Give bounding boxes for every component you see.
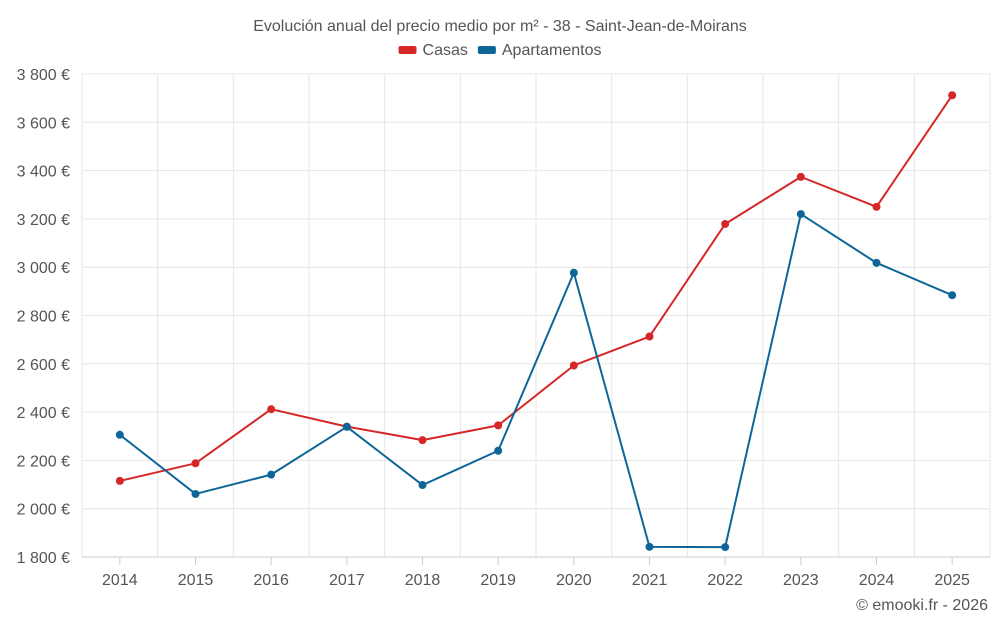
x-tick-label: 2025 — [934, 572, 970, 589]
legend-swatch — [398, 46, 417, 54]
y-tick-label: 2 600 € — [17, 357, 70, 374]
x-tick-label: 2019 — [480, 572, 516, 589]
series-line-apartamentos — [119, 213, 953, 549]
x-tick-label: 2015 — [178, 572, 214, 589]
data-point-apartamentos[interactable] — [645, 542, 654, 551]
data-point-casas[interactable] — [267, 405, 276, 414]
legend-item-casas[interactable]: Casas — [398, 42, 468, 59]
data-point-apartamentos[interactable] — [342, 422, 351, 431]
series-line-casas — [119, 94, 953, 482]
y-tick-label: 1 800 € — [17, 550, 70, 567]
legend: Casas Apartamentos — [398, 42, 602, 59]
x-tick-label: 2021 — [632, 572, 668, 589]
y-tick-label: 2 800 € — [17, 309, 70, 326]
data-point-casas[interactable] — [569, 361, 578, 370]
data-point-apartamentos[interactable] — [115, 430, 124, 439]
axes: 1 800 € 2 000 € 2 200 € 2 400 € 2 600 € 2 800… — [17, 67, 990, 589]
data-point-casas[interactable] — [418, 436, 427, 445]
data-point-casas[interactable] — [796, 172, 805, 181]
data-point-apartamentos[interactable] — [796, 210, 805, 219]
data-point-apartamentos[interactable] — [872, 258, 881, 267]
data-point-apartamentos[interactable] — [191, 489, 200, 498]
x-tick-label: 2022 — [707, 572, 743, 589]
legend-swatch — [477, 46, 496, 54]
x-tick-label: 2020 — [556, 572, 592, 589]
data-point-casas[interactable] — [948, 91, 957, 100]
data-point-casas[interactable] — [721, 219, 730, 228]
data-point-casas[interactable] — [872, 202, 881, 211]
y-tick-label: 3 400 € — [17, 164, 70, 181]
series-layer — [115, 91, 957, 552]
data-point-apartamentos[interactable] — [569, 268, 578, 277]
credit-text: © emooki.fr - 2026 — [856, 597, 988, 614]
x-tick-label: 2016 — [253, 572, 289, 589]
data-point-apartamentos[interactable] — [721, 543, 730, 552]
legend-label: Casas — [423, 42, 468, 59]
data-point-apartamentos[interactable] — [267, 470, 276, 479]
data-point-casas[interactable] — [115, 476, 124, 485]
x-tick-label: 2017 — [329, 572, 365, 589]
x-tick-label: 2023 — [783, 572, 819, 589]
data-point-casas[interactable] — [191, 459, 200, 468]
data-point-casas[interactable] — [645, 332, 654, 341]
data-point-apartamentos[interactable] — [418, 481, 427, 490]
legend-item-apartamentos[interactable]: Apartamentos — [477, 42, 602, 59]
x-tick-label: 2024 — [859, 572, 895, 589]
y-tick-label: 2 400 € — [17, 405, 70, 422]
data-point-apartamentos[interactable] — [494, 446, 503, 455]
y-tick-label: 3 000 € — [17, 260, 70, 277]
y-tick-label: 2 000 € — [17, 502, 70, 519]
x-tick-label: 2014 — [102, 572, 138, 589]
y-tick-label: 3 800 € — [17, 67, 70, 84]
y-tick-label: 3 600 € — [17, 115, 70, 132]
legend-label: Apartamentos — [502, 42, 602, 59]
data-point-apartamentos[interactable] — [948, 291, 957, 300]
x-tick-label: 2018 — [405, 572, 441, 589]
y-tick-label: 3 200 € — [17, 212, 70, 229]
grid — [81, 73, 991, 557]
y-tick-label: 2 200 € — [17, 453, 70, 470]
data-point-casas[interactable] — [494, 421, 503, 430]
chart-title: Evolución anual del precio medio por m² … — [253, 18, 747, 35]
